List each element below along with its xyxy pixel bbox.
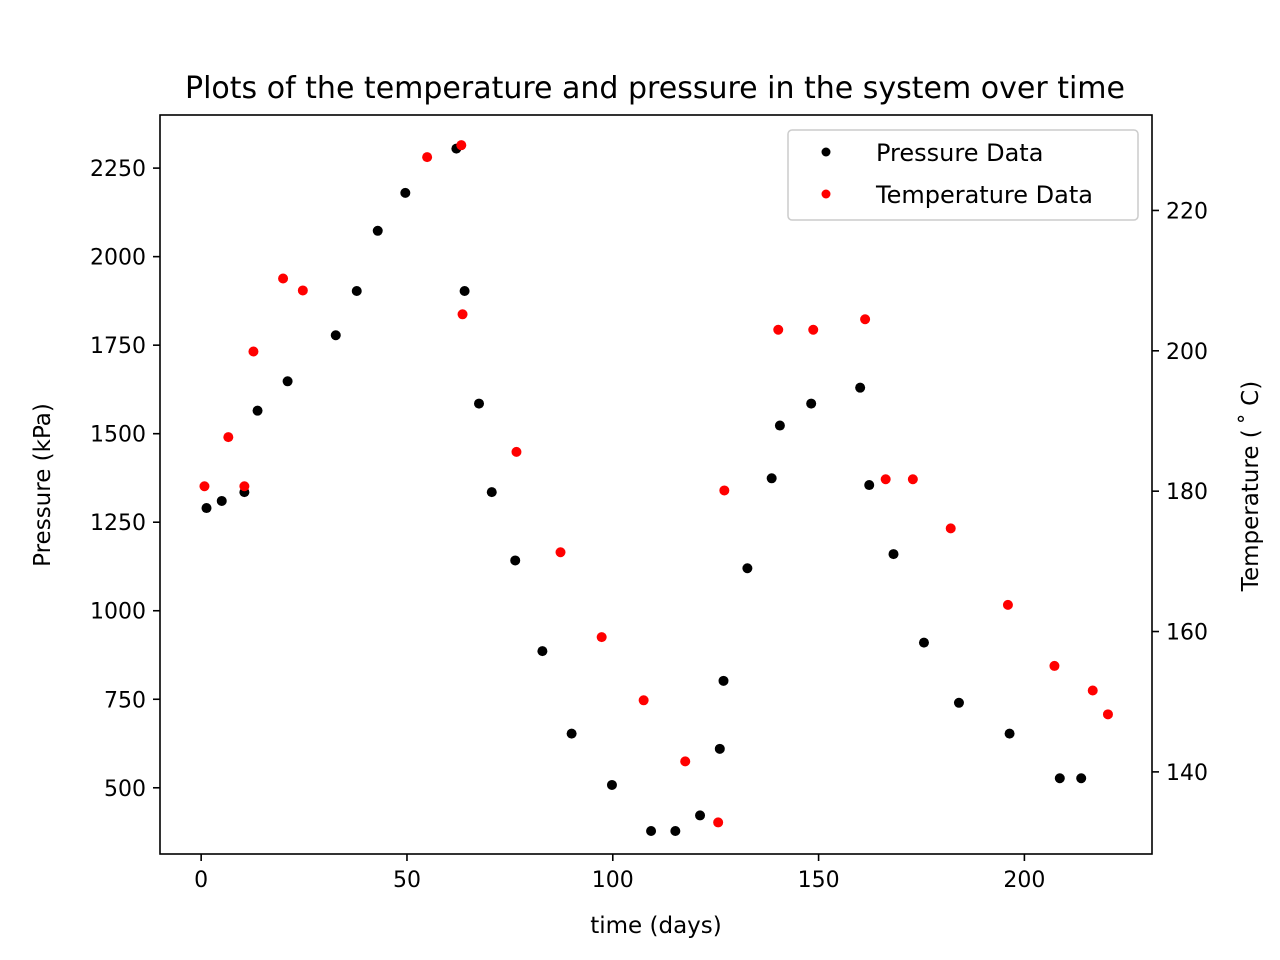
chart-title: Plots of the temperature and pressure in… (185, 71, 1125, 106)
temperature-point (945, 523, 956, 534)
pressure-point (742, 563, 753, 574)
temperature-point (713, 817, 724, 828)
pressure-point (372, 225, 383, 236)
pressure-point (855, 382, 866, 393)
pressure-point (201, 503, 212, 514)
y2-tick-label: 140 (1166, 761, 1208, 786)
legend-label-temperature: Temperature Data (875, 181, 1093, 209)
temperature-point (1102, 709, 1113, 720)
x-tick-label: 150 (798, 868, 840, 893)
temperature-point (297, 285, 308, 296)
x-tick-label: 200 (1003, 868, 1045, 893)
pressure-point (1076, 773, 1087, 784)
pressure-point (670, 825, 681, 836)
temperature-point (907, 474, 918, 485)
y-axis-left: 500 750 1000 1250 1500 1750 2000 2250 (90, 157, 160, 802)
pressure-point (714, 743, 725, 754)
legend-label-pressure: Pressure Data (876, 139, 1043, 167)
x-tick-label: 50 (393, 868, 421, 893)
temperature-point (680, 756, 691, 767)
temperature-point (239, 481, 250, 492)
pressure-point (888, 549, 899, 560)
temperature-point (555, 547, 566, 558)
pressure-point (953, 697, 964, 708)
temperature-point (278, 273, 289, 284)
pressure-point (806, 398, 817, 409)
y2-axis-label: Temperature ( ˚ C) (1237, 381, 1264, 592)
pressure-point (918, 637, 929, 648)
pressure-point (1054, 773, 1065, 784)
temperature-point (456, 140, 467, 151)
x-axis-label: time (days) (590, 913, 722, 939)
temperature-point (457, 309, 468, 320)
temperature-point (773, 324, 784, 335)
pressure-point (1004, 728, 1015, 739)
y-tick-label: 1500 (90, 423, 146, 448)
temperature-point (880, 474, 891, 485)
pressure-point (330, 330, 341, 341)
pressure-point (252, 405, 263, 416)
pressure-point (766, 473, 777, 484)
y-axis-right: 140 160 180 200 220 (1152, 199, 1208, 786)
y-tick-label: 1250 (90, 511, 146, 536)
pressure-point (510, 555, 521, 566)
temperature-point (223, 432, 234, 443)
pressure-point (486, 487, 497, 498)
temperature-point (860, 314, 871, 325)
pressure-point (718, 675, 729, 686)
pressure-point (864, 480, 875, 491)
pressure-point (474, 398, 485, 409)
pressure-point (400, 187, 411, 198)
temperature-point (1049, 660, 1060, 671)
pressure-point (606, 779, 617, 790)
temperature-point (1087, 685, 1098, 696)
temperature-point (422, 152, 433, 163)
legend-box (787, 129, 1139, 221)
y-tick-label: 2000 (90, 246, 146, 271)
data-points-layer (199, 140, 1113, 836)
pressure-point (216, 495, 227, 506)
y2-tick-label: 220 (1166, 199, 1208, 224)
temperature-point (248, 346, 259, 357)
y-tick-label: 750 (104, 688, 146, 713)
y2-tick-label: 200 (1166, 340, 1208, 365)
pressure-point (695, 810, 706, 821)
pressure-point (282, 376, 293, 387)
pressure-point (537, 646, 548, 657)
pressure-point (459, 285, 470, 296)
x-tick-label: 100 (592, 868, 634, 893)
legend: Pressure Data Temperature Data (787, 129, 1139, 221)
y-tick-label: 1000 (90, 600, 146, 625)
temperature-point (596, 632, 607, 643)
pressure-point (566, 728, 577, 739)
temperature-point (1002, 599, 1013, 610)
y-tick-label: 1750 (90, 334, 146, 359)
y-tick-label: 500 (104, 777, 146, 802)
temperature-point (199, 481, 210, 492)
pressure-point (774, 420, 785, 431)
temperature-point (511, 446, 522, 457)
y-axis-label: Pressure (kPa) (30, 403, 56, 567)
y2-tick-label: 160 (1166, 621, 1208, 646)
y-tick-label: 2250 (90, 157, 146, 182)
x-axis: 0 50 100 150 200 (194, 854, 1045, 893)
legend-marker-pressure (821, 147, 831, 157)
plot-frame (159, 114, 1153, 855)
temperature-point (808, 324, 819, 335)
legend-marker-temperature (821, 189, 831, 199)
y2-tick-label: 180 (1166, 480, 1208, 505)
pressure-point (351, 285, 362, 296)
temperature-point (719, 485, 730, 496)
temperature-point (638, 695, 649, 706)
pressure-point (646, 825, 657, 836)
x-tick-label: 0 (194, 868, 208, 893)
